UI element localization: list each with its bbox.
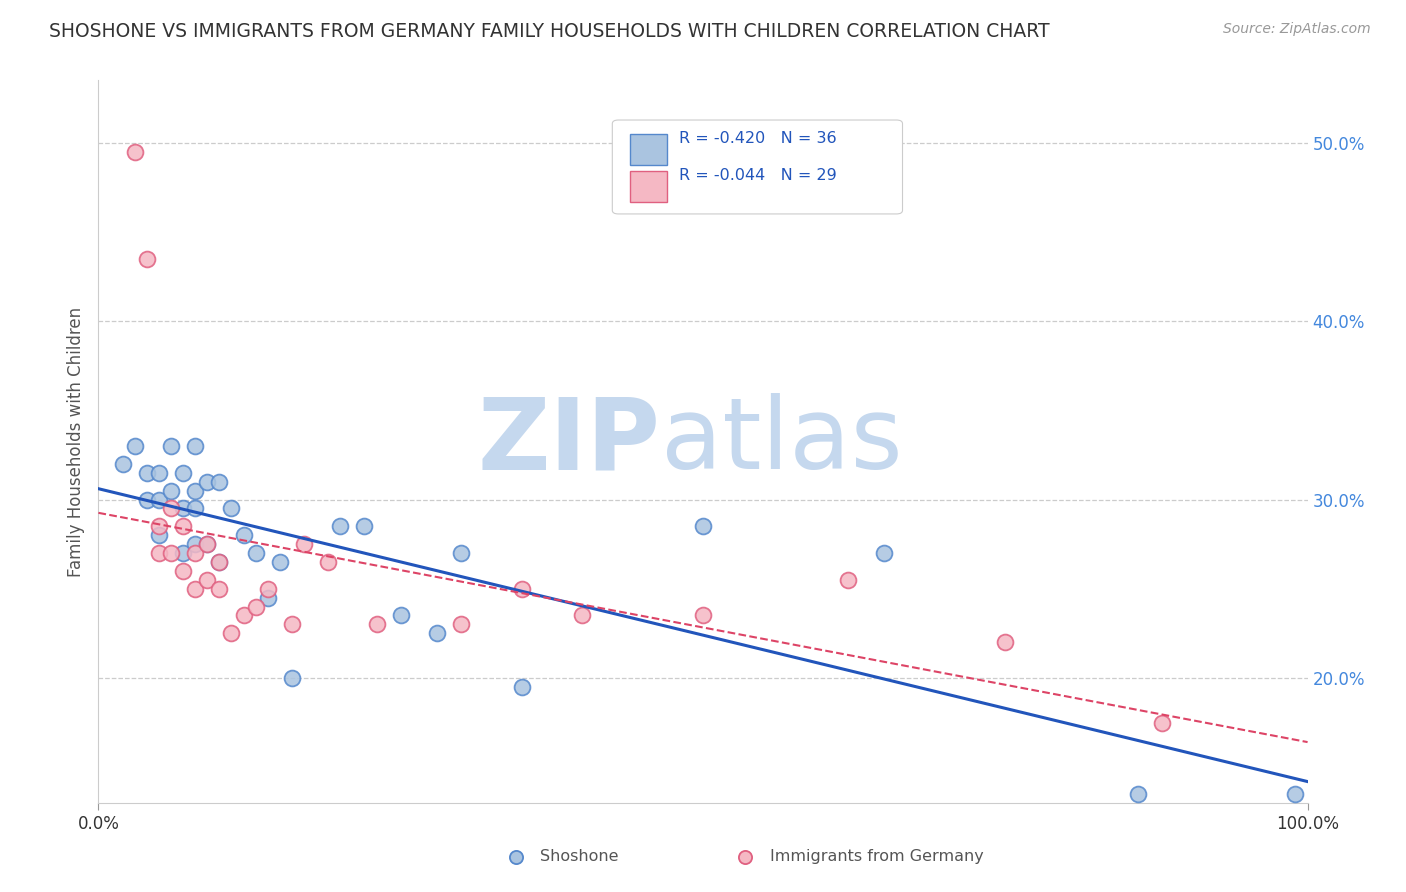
- Point: [873, 546, 896, 560]
- Point: [450, 617, 472, 632]
- Text: R = -0.420   N = 36: R = -0.420 N = 36: [679, 131, 837, 146]
- Point: [221, 501, 243, 516]
- Point: [292, 537, 315, 551]
- FancyBboxPatch shape: [630, 135, 666, 165]
- Point: [135, 466, 157, 480]
- Text: SHOSHONE VS IMMIGRANTS FROM GERMANY FAMILY HOUSEHOLDS WITH CHILDREN CORRELATION : SHOSHONE VS IMMIGRANTS FROM GERMANY FAMI…: [49, 22, 1050, 41]
- Point: [256, 591, 278, 605]
- Point: [184, 546, 207, 560]
- Point: [692, 519, 714, 533]
- Point: [426, 626, 449, 640]
- Point: [1152, 715, 1174, 730]
- Point: [195, 573, 218, 587]
- Point: [269, 555, 291, 569]
- Text: Immigrants from Germany: Immigrants from Germany: [769, 849, 983, 864]
- Point: [184, 537, 207, 551]
- Point: [208, 582, 231, 596]
- Point: [184, 439, 207, 453]
- Point: [450, 546, 472, 560]
- Point: [366, 617, 388, 632]
- Point: [184, 483, 207, 498]
- Point: [160, 501, 183, 516]
- Point: [281, 671, 304, 685]
- Point: [172, 519, 194, 533]
- Point: [256, 582, 278, 596]
- Point: [232, 608, 254, 623]
- Point: [148, 466, 170, 480]
- Point: [245, 546, 267, 560]
- Point: [510, 582, 533, 596]
- Point: [172, 466, 194, 480]
- Point: [172, 546, 194, 560]
- Point: [111, 457, 134, 471]
- Point: [184, 582, 207, 596]
- Point: [195, 537, 218, 551]
- Point: [148, 528, 170, 542]
- Point: [1284, 787, 1306, 801]
- Point: [148, 546, 170, 560]
- Point: [329, 519, 352, 533]
- Text: atlas: atlas: [661, 393, 903, 490]
- Point: [571, 608, 593, 623]
- Point: [195, 537, 218, 551]
- Point: [1128, 787, 1150, 801]
- Point: [135, 252, 157, 266]
- Point: [172, 564, 194, 578]
- Point: [837, 573, 859, 587]
- Text: Source: ZipAtlas.com: Source: ZipAtlas.com: [1223, 22, 1371, 37]
- Point: [281, 617, 304, 632]
- Point: [160, 546, 183, 560]
- Point: [160, 439, 183, 453]
- Point: [353, 519, 375, 533]
- Point: [124, 439, 146, 453]
- Text: Shoshone: Shoshone: [540, 849, 619, 864]
- FancyBboxPatch shape: [613, 120, 903, 214]
- Point: [221, 626, 243, 640]
- Y-axis label: Family Households with Children: Family Households with Children: [66, 307, 84, 576]
- Point: [692, 608, 714, 623]
- Point: [389, 608, 412, 623]
- Point: [195, 475, 218, 489]
- Point: [148, 492, 170, 507]
- Point: [208, 475, 231, 489]
- FancyBboxPatch shape: [630, 171, 666, 202]
- Point: [135, 492, 157, 507]
- Point: [232, 528, 254, 542]
- Point: [148, 519, 170, 533]
- Text: ZIP: ZIP: [478, 393, 661, 490]
- Point: [172, 501, 194, 516]
- Point: [184, 501, 207, 516]
- Point: [510, 680, 533, 694]
- Point: [316, 555, 339, 569]
- Point: [245, 599, 267, 614]
- Point: [208, 555, 231, 569]
- Point: [208, 555, 231, 569]
- Point: [160, 483, 183, 498]
- Text: R = -0.044   N = 29: R = -0.044 N = 29: [679, 168, 837, 183]
- Point: [994, 635, 1017, 649]
- Point: [124, 145, 146, 159]
